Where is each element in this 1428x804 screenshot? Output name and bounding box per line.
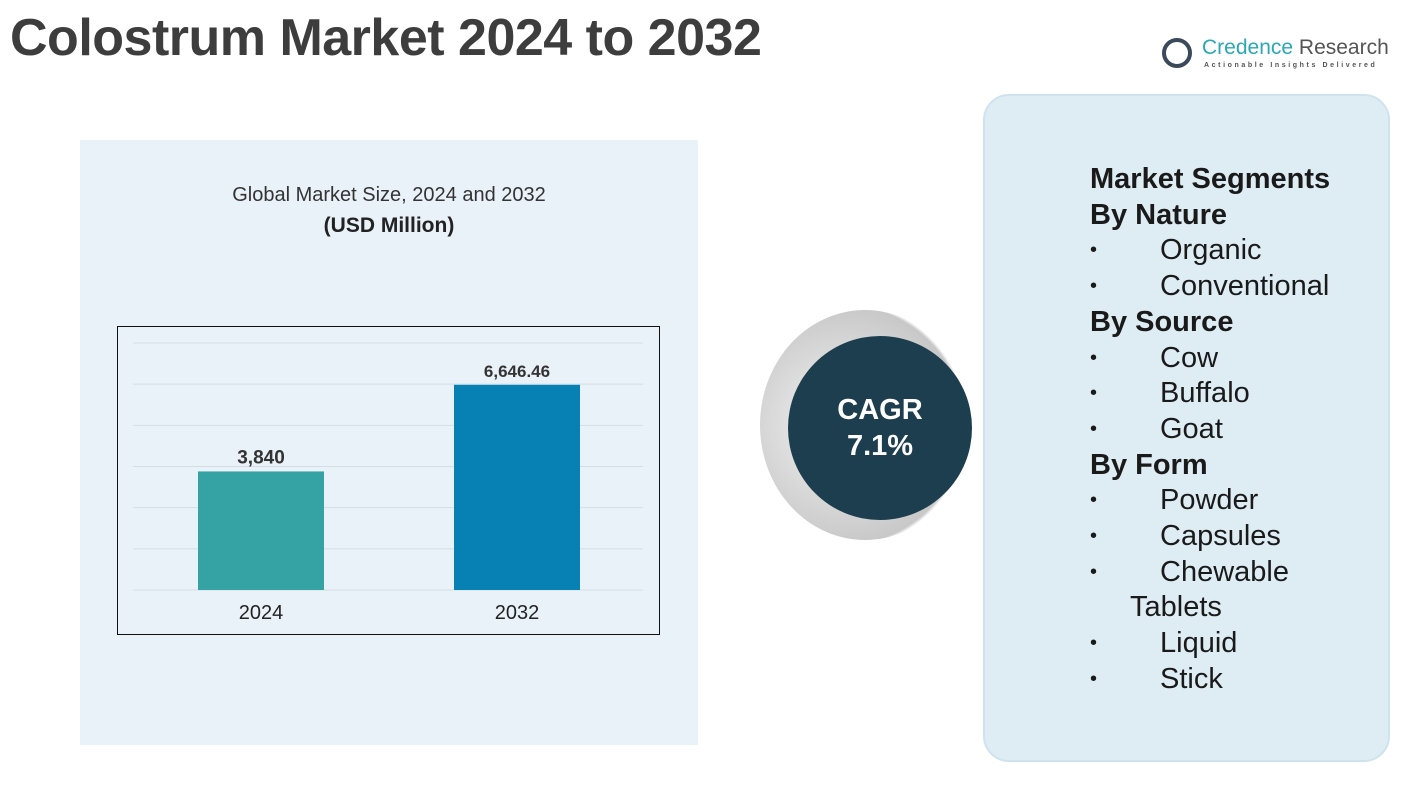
- logo-chart-icon: [1162, 38, 1192, 68]
- chart-frame: [117, 326, 660, 635]
- data-label: 3,840: [237, 447, 285, 468]
- group-title-nature: By Nature: [1090, 198, 1227, 231]
- segment-item: Goat: [1090, 412, 1330, 448]
- cagr-label: CAGR: [837, 394, 923, 426]
- segment-item: Cow: [1090, 341, 1330, 377]
- credence-research-logo: Credence Research Actionable Insights De…: [1162, 36, 1402, 76]
- segment-item: Buffalo: [1090, 376, 1330, 412]
- chart-panel: Global Market Size, 2024 and 2032 (USD M…: [80, 140, 698, 745]
- chart-title: Global Market Size, 2024 and 2032: [232, 184, 546, 206]
- page-title: Colostrum Market 2024 to 2032: [10, 9, 762, 67]
- segment-item: Conventional: [1090, 269, 1330, 305]
- bar-chart: 3,840 2024 6,646.46 2032: [117, 326, 660, 635]
- logo-name-b: Research: [1293, 36, 1389, 59]
- x-tick-label: 2024: [239, 602, 284, 624]
- data-label: 6,646.46: [484, 362, 550, 381]
- segment-item: Stick: [1090, 662, 1330, 698]
- segment-item: Liquid: [1090, 626, 1330, 662]
- chart-subtitle: (USD Million): [323, 214, 455, 237]
- cagr-value: 7.1%: [846, 430, 914, 462]
- group-title-form: By Form: [1090, 448, 1208, 481]
- segment-item: Chewable: [1090, 555, 1330, 591]
- bar-2032: [454, 384, 580, 590]
- group-title-source: By Source: [1090, 305, 1234, 338]
- bar-2024: [198, 471, 324, 590]
- segments-heading: Market Segments: [1090, 163, 1331, 195]
- segment-item: Powder: [1090, 483, 1330, 519]
- logo-name-a: Credence: [1202, 36, 1294, 59]
- market-segments: Market Segments By Nature Organic Conven…: [1090, 162, 1330, 698]
- segment-item-continuation: Tablets: [1130, 591, 1222, 624]
- logo-tagline: Actionable Insights Delivered: [1204, 62, 1378, 69]
- x-tick-label: 2032: [495, 602, 540, 624]
- segment-item: Organic: [1090, 233, 1330, 269]
- segment-item: Capsules: [1090, 519, 1330, 555]
- cagr-badge: CAGR 7.1%: [788, 336, 972, 520]
